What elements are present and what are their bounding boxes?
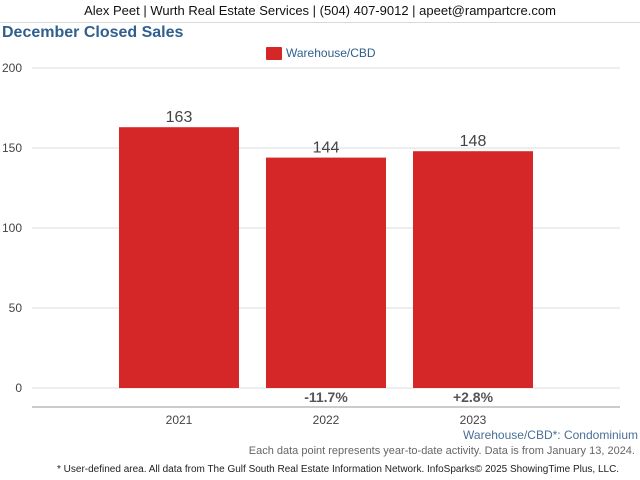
bar xyxy=(266,157,386,388)
bar-value-label: 144 xyxy=(313,140,340,157)
chart-title: December Closed Sales xyxy=(2,24,184,41)
y-tick-label: 0 xyxy=(15,381,22,395)
bar-value-label: 163 xyxy=(166,109,193,126)
bar-change-label: +2.8% xyxy=(453,389,494,405)
area-note: Warehouse/CBD*: Condominium xyxy=(463,428,638,442)
legend-swatch xyxy=(266,46,282,60)
y-tick-label: 50 xyxy=(9,301,23,315)
y-tick-label: 200 xyxy=(2,61,22,75)
x-tick-label: 2021 xyxy=(166,413,193,427)
y-tick-label: 100 xyxy=(2,221,22,235)
bar xyxy=(119,127,239,388)
bar-change-label: -11.7% xyxy=(304,389,348,405)
source-note: * User-defined area. All data from The G… xyxy=(57,464,620,475)
data-note: Each data point represents year-to-date … xyxy=(248,445,635,457)
contact-header: Alex Peet | Wurth Real Estate Services |… xyxy=(0,0,640,23)
legend-label: Warehouse/CBD xyxy=(286,46,376,60)
y-tick-label: 150 xyxy=(2,141,22,155)
x-tick-label: 2023 xyxy=(460,413,487,427)
x-tick-label: 2022 xyxy=(313,413,340,427)
bar-value-label: 148 xyxy=(460,133,487,150)
bar xyxy=(413,151,533,388)
legend[interactable]: Warehouse/CBD xyxy=(266,45,376,61)
